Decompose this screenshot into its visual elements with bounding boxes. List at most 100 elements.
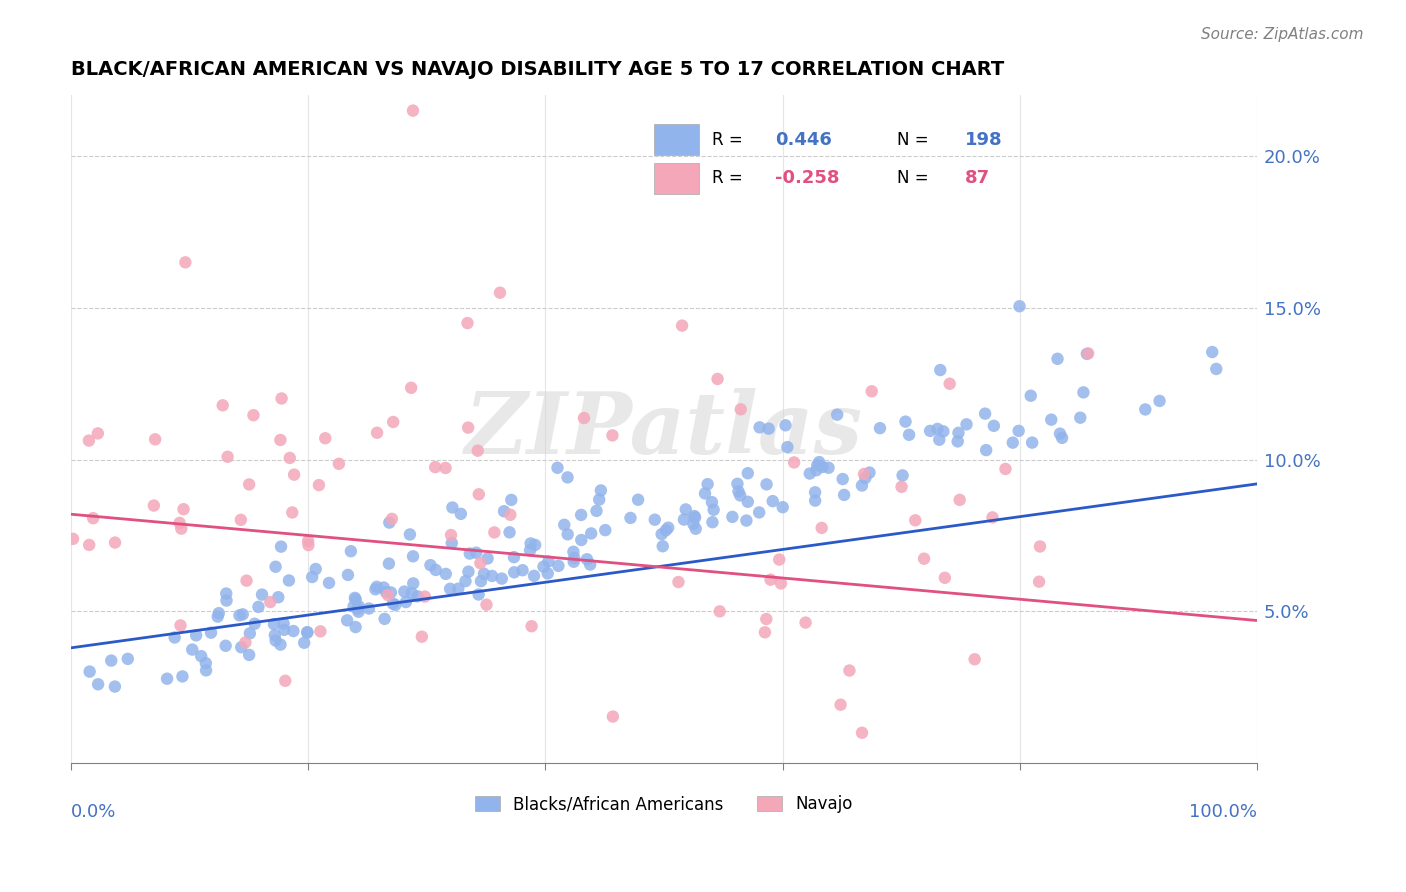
Point: [395, 595, 418, 609]
Point: [228, 608, 250, 623]
Point: [735, 514, 758, 528]
Point: [808, 455, 831, 469]
Point: [569, 533, 592, 547]
Point: [336, 613, 359, 627]
Text: 100.0%: 100.0%: [1188, 803, 1257, 822]
Point: [593, 523, 616, 537]
Point: [79, 665, 101, 679]
Point: [235, 635, 257, 649]
Point: [467, 443, 489, 458]
Point: [546, 460, 568, 475]
Point: [297, 625, 319, 640]
Point: [728, 488, 751, 502]
Point: [619, 511, 641, 525]
Point: [799, 467, 821, 481]
Point: [269, 638, 291, 652]
Text: Source: ZipAtlas.com: Source: ZipAtlas.com: [1201, 27, 1364, 42]
Point: [375, 585, 398, 599]
Point: [912, 551, 935, 566]
Point: [810, 521, 832, 535]
Point: [336, 568, 359, 582]
Point: [269, 433, 291, 447]
Point: [602, 428, 624, 442]
Point: [484, 525, 506, 540]
Point: [1069, 410, 1091, 425]
Point: [470, 574, 492, 588]
Point: [402, 549, 425, 564]
Point: [890, 480, 912, 494]
Point: [104, 680, 127, 694]
Point: [232, 607, 254, 622]
Point: [754, 625, 776, 640]
Point: [143, 433, 166, 447]
Point: [569, 508, 592, 522]
Point: [562, 545, 585, 559]
Point: [384, 598, 406, 612]
Point: [524, 538, 547, 552]
Point: [207, 609, 229, 624]
Point: [946, 434, 969, 449]
Point: [366, 425, 388, 440]
Point: [838, 664, 860, 678]
Point: [364, 582, 387, 597]
Point: [342, 599, 364, 614]
Point: [858, 466, 880, 480]
Point: [1205, 362, 1227, 376]
Point: [1076, 347, 1098, 361]
Point: [215, 593, 238, 607]
Point: [413, 590, 436, 604]
Point: [273, 616, 295, 631]
Point: [955, 417, 977, 432]
Point: [170, 522, 193, 536]
Point: [579, 526, 602, 541]
Point: [898, 427, 921, 442]
Point: [465, 546, 488, 560]
Point: [928, 433, 950, 447]
Text: 0.0%: 0.0%: [72, 803, 117, 822]
Point: [825, 408, 848, 422]
Point: [668, 574, 690, 589]
Point: [468, 487, 491, 501]
Point: [373, 581, 395, 595]
Point: [696, 477, 718, 491]
Point: [475, 598, 498, 612]
Point: [142, 499, 165, 513]
Point: [533, 559, 555, 574]
Point: [1008, 424, 1031, 438]
Point: [894, 415, 917, 429]
Point: [481, 569, 503, 583]
Point: [501, 492, 523, 507]
Point: [651, 527, 673, 541]
Point: [366, 580, 388, 594]
Point: [401, 586, 423, 600]
Point: [292, 636, 315, 650]
Point: [100, 654, 122, 668]
Point: [693, 486, 716, 500]
Point: [169, 516, 191, 530]
Point: [748, 505, 770, 519]
Point: [156, 672, 179, 686]
Point: [927, 422, 949, 436]
Point: [769, 576, 792, 591]
Point: [305, 562, 328, 576]
Point: [1149, 393, 1171, 408]
Point: [267, 591, 290, 605]
Point: [440, 536, 463, 550]
Point: [172, 669, 194, 683]
Point: [851, 726, 873, 740]
Point: [920, 424, 942, 438]
Point: [498, 525, 520, 540]
Point: [491, 572, 513, 586]
Point: [503, 550, 526, 565]
Point: [377, 588, 399, 602]
Point: [378, 516, 401, 530]
Point: [562, 555, 585, 569]
Point: [981, 510, 1004, 524]
Point: [399, 381, 422, 395]
Point: [217, 450, 239, 464]
Point: [411, 630, 433, 644]
Point: [572, 411, 595, 425]
Point: [247, 599, 270, 614]
Point: [425, 460, 447, 475]
Text: BLACK/AFRICAN AMERICAN VS NAVAJO DISABILITY AGE 5 TO 17 CORRELATION CHART: BLACK/AFRICAN AMERICAN VS NAVAJO DISABIL…: [72, 60, 1004, 78]
